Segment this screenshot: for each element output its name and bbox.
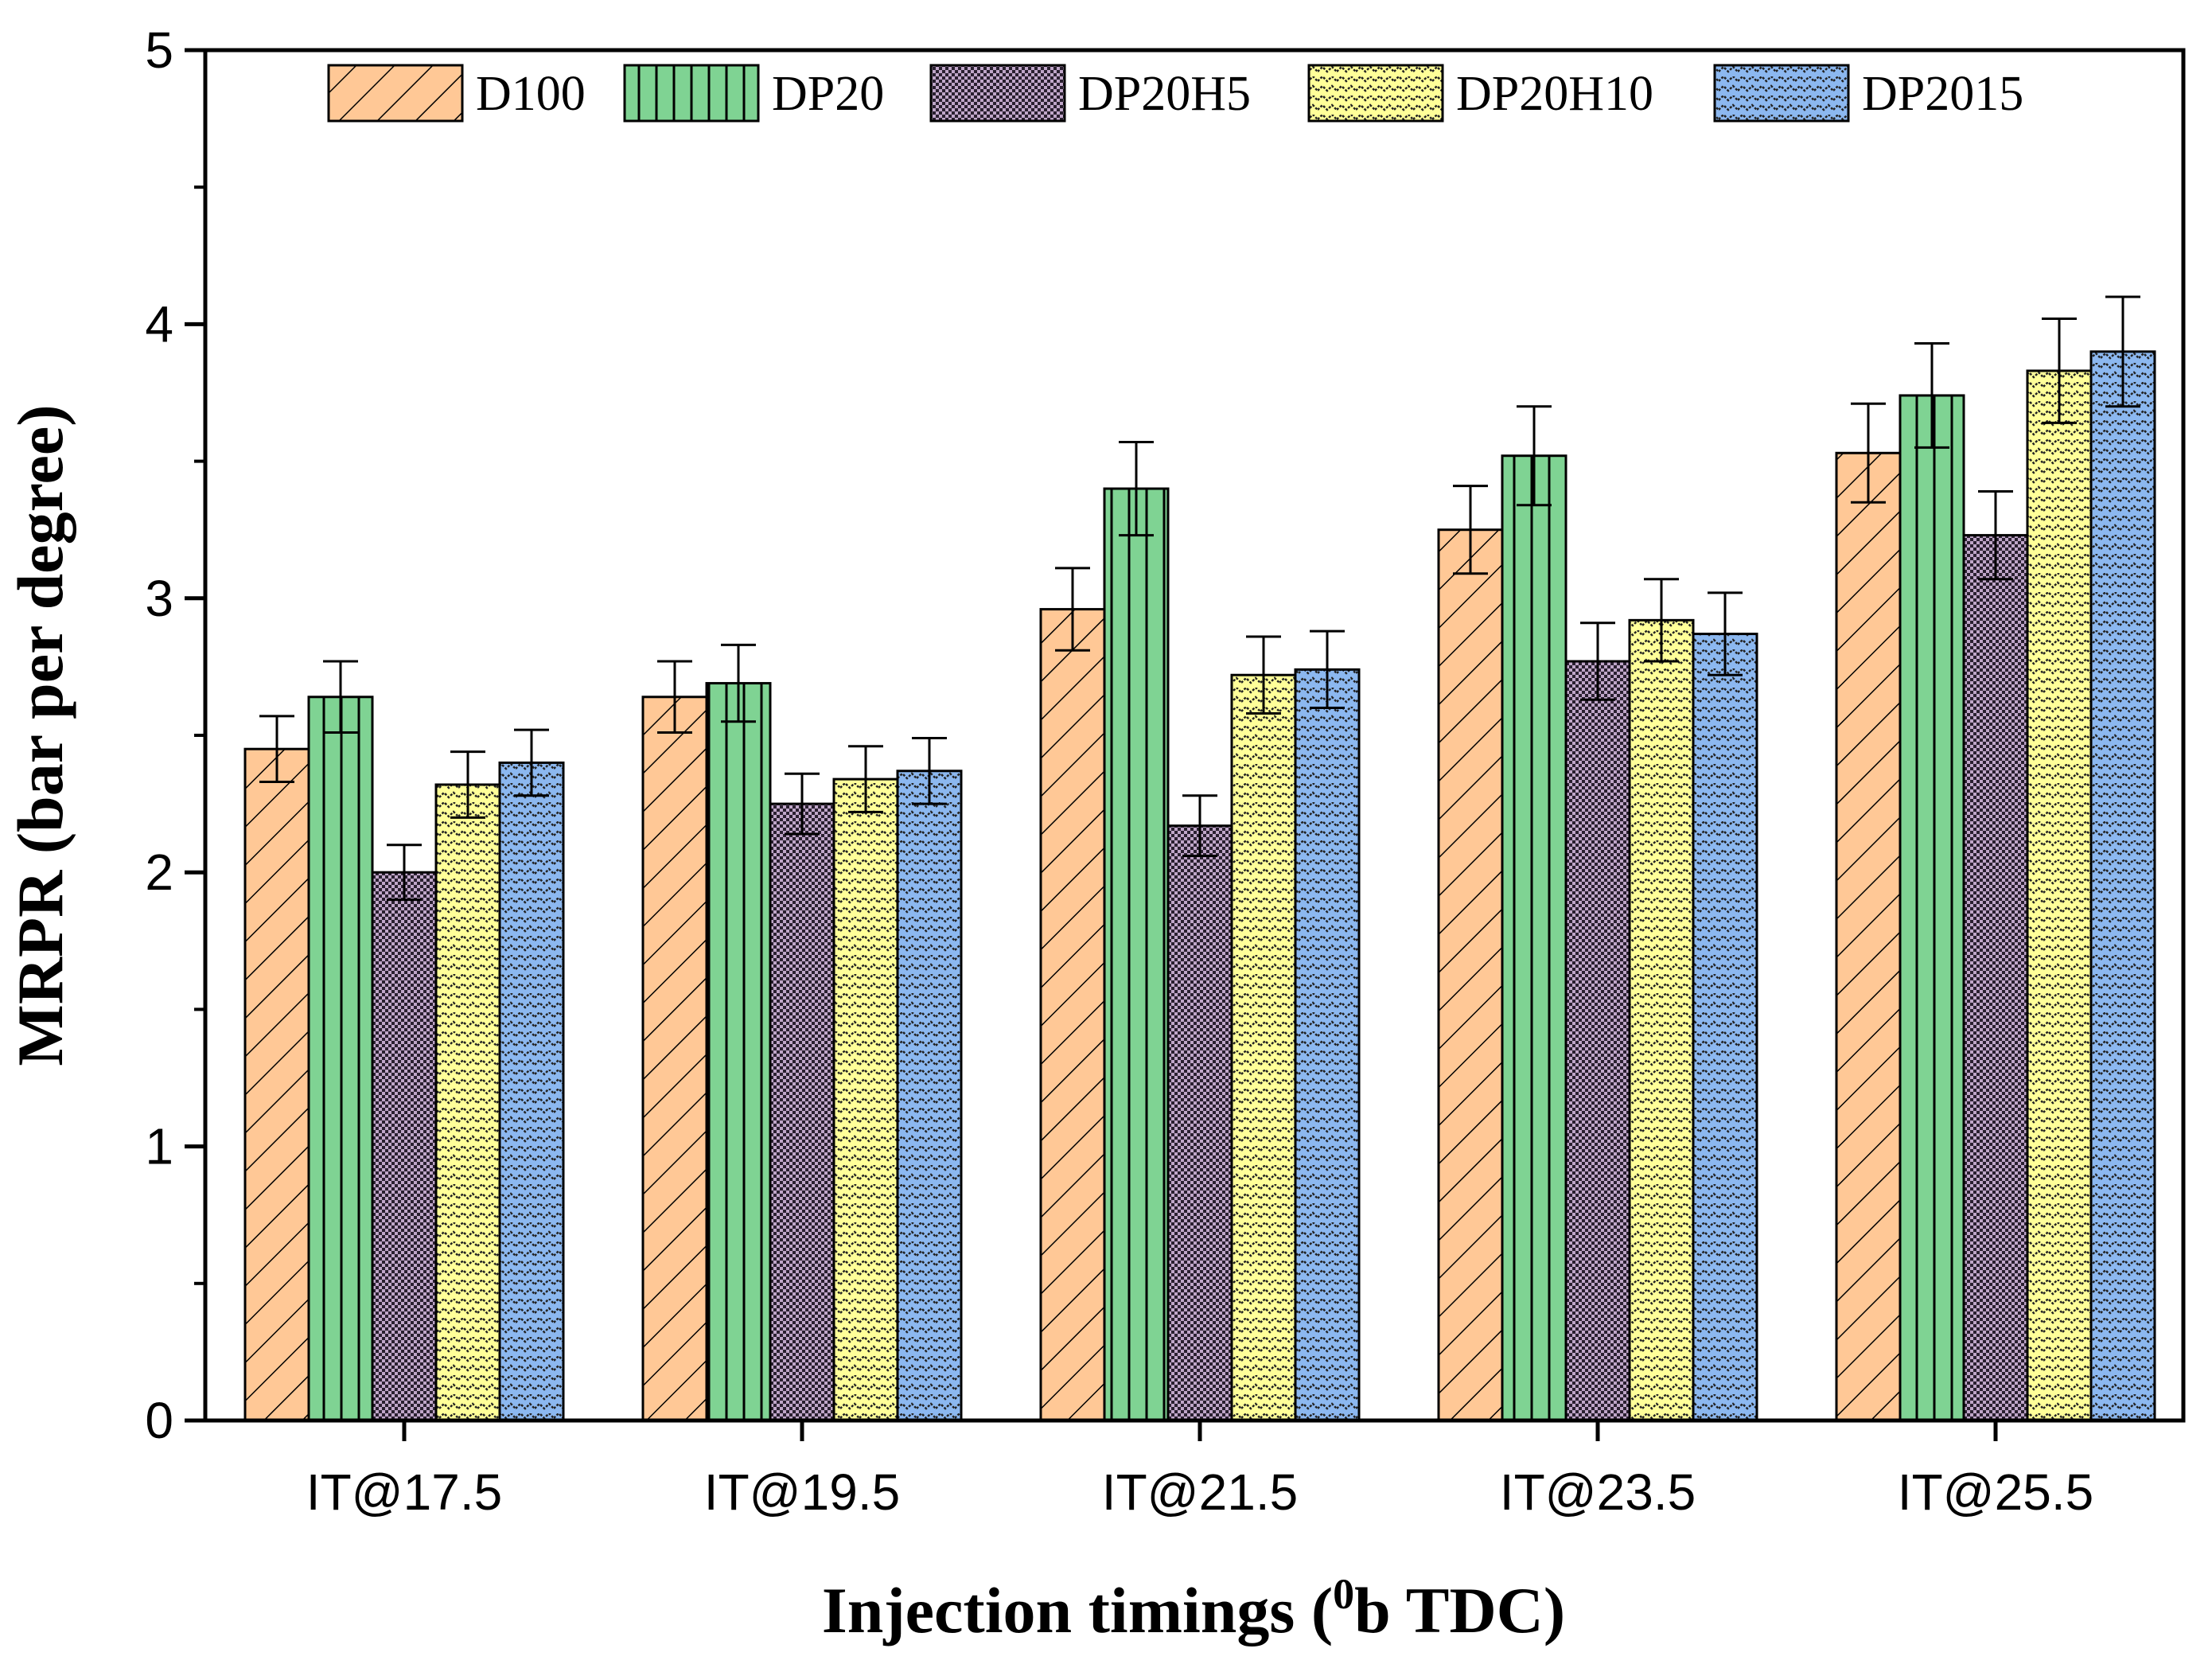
bar-DP20H5-IT@17.5 [371,871,438,1422]
error-bar-DP2015-IT@17.5 [514,728,549,797]
error-bar-DP20H10-IT@25.5 [2042,318,2077,424]
bar-D100-IT@25.5 [1835,451,1902,1422]
bar-DP20H10-IT@17.5 [434,783,501,1422]
bar-DP20-IT@21.5 [1103,487,1170,1422]
error-bar-D100-IT@19.5 [657,660,692,735]
y-tick-label-5: 5 [145,21,173,79]
bar-DP2015-IT@17.5 [498,761,565,1422]
error-bar-DP20H10-IT@23.5 [1644,578,1679,663]
bar-DP20-IT@23.5 [1501,454,1567,1422]
error-bar-D100-IT@17.5 [259,715,294,784]
error-bar-DP20H5-IT@21.5 [1182,794,1217,858]
x-axis-title-start: Injection timings ( [822,1574,1333,1646]
error-bar-DP20H5-IT@25.5 [1978,489,2013,581]
legend-swatch-DP20H10 [1307,64,1444,123]
x-tick-label-IT@25.5: IT@25.5 [1898,1463,2093,1521]
error-bar-D100-IT@21.5 [1055,567,1090,652]
legend-label-DP20H10: DP20H10 [1456,67,1653,121]
error-bar-DP20-IT@25.5 [1914,342,1949,449]
legend-swatch-DP20H5 [929,64,1066,123]
legend-swatch-DP2015 [1713,64,1850,123]
bar-DP20H5-IT@25.5 [1962,534,2029,1422]
error-bar-DP20H10-IT@19.5 [848,745,883,813]
legend-label-D100: D100 [476,67,586,121]
legend-swatch-D100 [327,64,464,123]
bar-DP20H5-IT@19.5 [769,802,835,1422]
bar-DP2015-IT@23.5 [1692,633,1758,1422]
y-tick-label-0: 0 [145,1392,173,1449]
error-bars-layer [259,295,2140,902]
error-bar-DP20-IT@21.5 [1119,440,1154,537]
error-bar-DP2015-IT@25.5 [2105,295,2140,408]
legend-label-DP20: DP20 [772,67,884,121]
y-tick-label-4: 4 [145,295,173,353]
bar-DP2015-IT@25.5 [2089,350,2156,1422]
x-axis-title-end: b TDC) [1354,1574,1565,1646]
bar-DP20H5-IT@23.5 [1564,660,1631,1422]
bars-layer [243,350,2156,1422]
legend-swatch-DP20 [623,64,760,123]
x-tick-label-IT@23.5: IT@23.5 [1500,1463,1696,1521]
legend-label-DP2015: DP2015 [1862,67,2023,121]
y-axis-title: MRPR (bar per degree) [4,404,76,1066]
x-axis-title-superscript: 0 [1333,1570,1354,1618]
x-tick-label-IT@19.5: IT@19.5 [704,1463,900,1521]
legend-label-DP20H5: DP20H5 [1078,67,1251,121]
y-axis: 0 1 2 3 4 5 [145,21,205,1449]
legend-item-DP20H10: DP20H10 [1307,64,1653,123]
error-bar-D100-IT@25.5 [1851,402,1886,504]
y-tick-label-1: 1 [145,1118,173,1175]
error-bar-DP2015-IT@23.5 [1708,591,1743,676]
bar-D100-IT@23.5 [1437,528,1504,1422]
bar-DP20H5-IT@21.5 [1166,824,1233,1422]
y-tick-label-2: 2 [145,844,173,901]
error-bar-DP20-IT@23.5 [1517,405,1552,507]
error-bar-DP20H5-IT@17.5 [387,844,422,902]
bar-DP20-IT@17.5 [307,696,374,1422]
error-bar-D100-IT@23.5 [1453,485,1488,575]
bar-D100-IT@21.5 [1039,608,1106,1422]
legend-item-D100: D100 [327,64,586,123]
error-bar-DP2015-IT@21.5 [1310,629,1345,710]
error-bar-DP20-IT@19.5 [721,643,756,723]
x-axis: IT@17.5 IT@19.5 IT@21.5 IT@23.5 IT@25.5 [306,1420,2093,1521]
x-tick-label-IT@17.5: IT@17.5 [306,1463,502,1521]
x-axis-title: Injection timings (0b TDC) [822,1570,1565,1646]
y-tick-label-3: 3 [145,570,173,627]
error-bar-DP20H5-IT@23.5 [1580,622,1615,701]
error-bar-DP20H10-IT@21.5 [1246,635,1281,715]
bar-DP20H10-IT@19.5 [832,777,899,1422]
bar-DP20H10-IT@25.5 [2026,369,2093,1422]
error-bar-DP20H10-IT@17.5 [450,750,485,819]
bar-DP20H10-IT@21.5 [1230,673,1297,1422]
x-tick-label-IT@21.5: IT@21.5 [1102,1463,1298,1521]
bar-D100-IT@19.5 [641,696,708,1422]
error-bar-DP20-IT@17.5 [323,660,358,735]
legend-item-DP2015: DP2015 [1713,64,2023,123]
error-bar-DP2015-IT@19.5 [912,736,947,805]
bar-DP2015-IT@21.5 [1294,668,1361,1422]
bar-D100-IT@17.5 [243,747,310,1422]
bar-DP20-IT@25.5 [1899,394,1965,1422]
error-bar-DP20H5-IT@19.5 [785,772,820,836]
legend-item-DP20: DP20 [623,64,884,123]
legend-item-DP20H5: DP20H5 [929,64,1251,123]
bar-DP20H10-IT@23.5 [1628,618,1695,1422]
legend: D100 DP20 DP20H5 DP20H10 DP2015 [327,64,2023,123]
bar-DP20-IT@19.5 [705,682,772,1422]
bar-DP2015-IT@19.5 [896,770,963,1422]
